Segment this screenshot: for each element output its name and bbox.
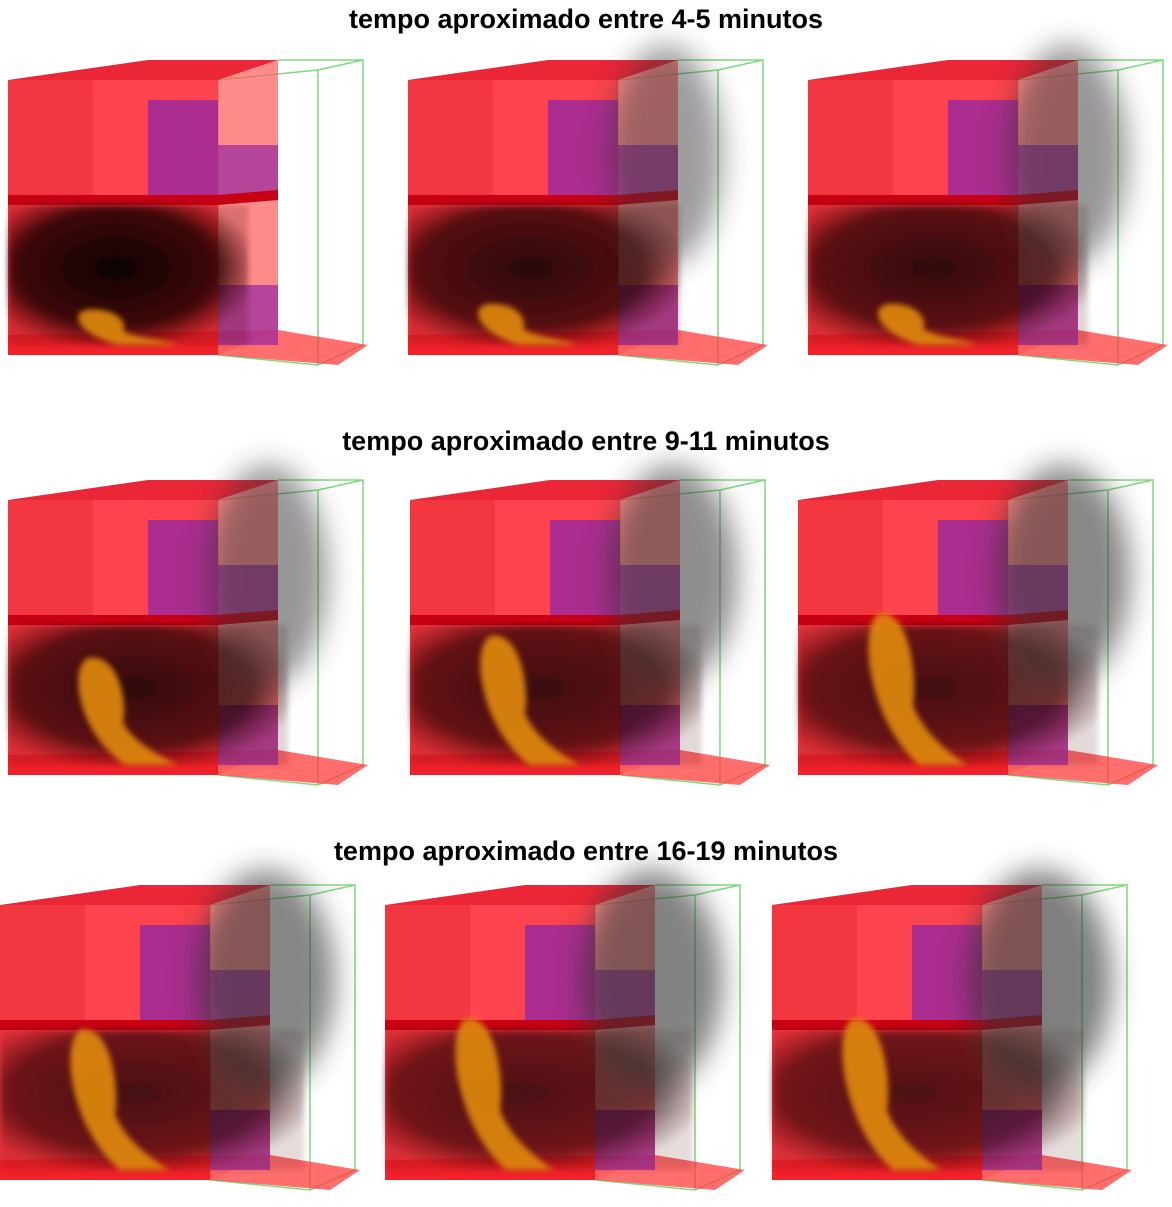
- simulation-panel: [8, 60, 368, 365]
- smoke-plume: [582, 870, 723, 1090]
- smoke-layer: [8, 205, 248, 345]
- simulation-panel: [385, 870, 745, 1190]
- smoke-plume: [968, 870, 1112, 1090]
- figure: tempo aproximado entre 4-5 minutos tempo…: [0, 0, 1172, 1207]
- partition: [148, 100, 218, 195]
- smoke-plume: [609, 465, 738, 685]
- smoke-plume: [197, 870, 335, 1090]
- simulation-panel: [408, 45, 768, 365]
- simulation-panel: [798, 465, 1158, 785]
- smoke-plume: [208, 465, 328, 685]
- smoke-plume: [1008, 45, 1128, 265]
- smoke-plume: [609, 45, 723, 265]
- simulation-panels: [0, 0, 1172, 1207]
- simulation-panel: [0, 870, 360, 1190]
- simulation-panel: [410, 465, 770, 785]
- simulation-panel: [8, 465, 368, 785]
- simulation-panel: [772, 870, 1132, 1190]
- simulation-panel: [808, 45, 1168, 365]
- partition: [148, 520, 218, 615]
- smoke-plume: [996, 465, 1131, 685]
- partition: [548, 100, 618, 195]
- partition: [948, 100, 1018, 195]
